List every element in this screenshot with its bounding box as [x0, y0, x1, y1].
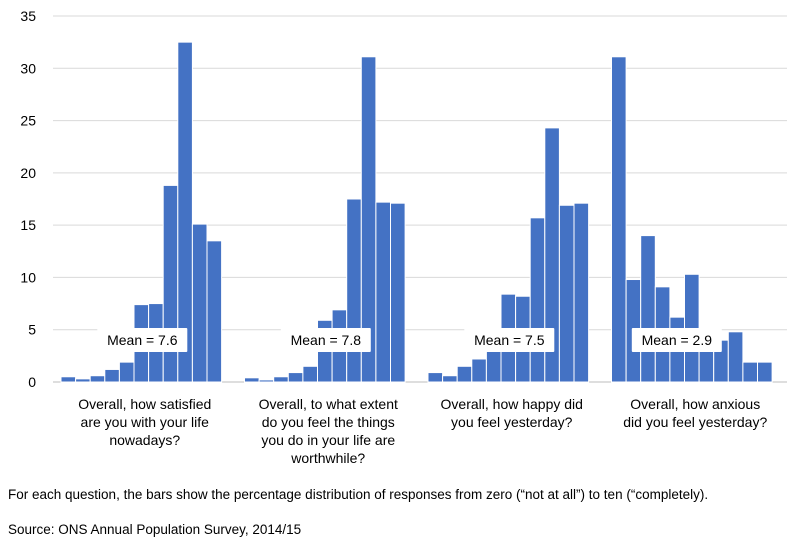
y-tick-label: 30 — [20, 60, 36, 76]
category-label-line: Overall, to what extent — [259, 396, 398, 412]
y-tick-label: 10 — [20, 269, 36, 285]
bar — [104, 368, 120, 383]
bar — [456, 365, 473, 383]
mean-label-box — [631, 328, 722, 352]
category-label-line: did you feel yesterday? — [623, 414, 767, 430]
y-tick-label: 15 — [20, 217, 36, 233]
bar — [118, 361, 135, 383]
bar — [191, 223, 208, 383]
mean-label: Mean = 7.6 — [97, 328, 188, 352]
category-label-line: you do in your life are — [261, 432, 395, 448]
category-label-line: are you with your life — [81, 414, 210, 430]
mean-label: Mean = 7.5 — [464, 328, 555, 352]
bar — [162, 184, 179, 383]
bar — [60, 376, 77, 383]
bars — [60, 41, 773, 383]
bar — [611, 56, 627, 383]
mean-label-text: Mean = 2.9 — [642, 332, 713, 348]
footnote: For each question, the bars show the per… — [8, 487, 709, 502]
bar — [640, 235, 656, 383]
bar — [177, 41, 193, 383]
mean-label-text: Mean = 7.6 — [107, 332, 178, 348]
mean-label-text: Mean = 7.5 — [474, 332, 545, 348]
category-label-line: you feel yesterday? — [451, 414, 573, 430]
bar — [742, 361, 759, 383]
bar — [485, 346, 502, 383]
bar — [346, 198, 362, 383]
category-labels: Overall, how satisfied are you with your … — [78, 396, 767, 466]
category-label-line: Overall, how anxious — [630, 396, 760, 412]
y-tick-label: 25 — [20, 113, 36, 129]
bar — [558, 204, 575, 383]
category-label-line: Overall, how satisfied — [78, 396, 211, 412]
bar — [757, 361, 773, 383]
mean-labels: Mean = 7.6 Mean = 7.8 Mean = 7.5 Mean = 2.9 — [97, 328, 722, 352]
y-axis: 0 5 10 15 20 25 30 35 — [20, 8, 36, 390]
bar — [273, 376, 289, 383]
category-label-line: nowadays? — [109, 432, 180, 448]
y-tick-label: 0 — [28, 374, 36, 390]
bar — [442, 375, 458, 383]
bar — [206, 240, 223, 383]
y-tick-label: 35 — [20, 8, 36, 24]
bar — [573, 202, 590, 383]
bar — [375, 201, 391, 383]
bar — [390, 202, 406, 383]
bar — [244, 377, 260, 383]
bar — [529, 217, 546, 383]
bar — [287, 372, 304, 383]
bar — [258, 379, 275, 383]
mean-label-text: Mean = 7.8 — [291, 332, 362, 348]
bar — [75, 378, 91, 383]
source-note: Source: ONS Annual Population Survey, 20… — [8, 522, 302, 537]
bar — [89, 375, 106, 383]
mean-label-box — [97, 328, 188, 352]
bar — [471, 358, 487, 383]
bar — [427, 372, 444, 383]
category-label-line: worthwhile? — [290, 450, 365, 466]
category-label-line: do you feel the things — [262, 414, 395, 430]
y-tick-label: 5 — [28, 322, 36, 338]
y-tick-label: 20 — [20, 165, 36, 181]
mean-label-box — [464, 328, 555, 352]
category-label-line: Overall, how happy did — [441, 396, 583, 412]
bar — [727, 331, 744, 383]
bar — [302, 365, 318, 383]
mean-label-box — [280, 328, 371, 352]
mean-label: Mean = 7.8 — [280, 328, 371, 352]
mean-label: Mean = 2.9 — [631, 328, 722, 352]
